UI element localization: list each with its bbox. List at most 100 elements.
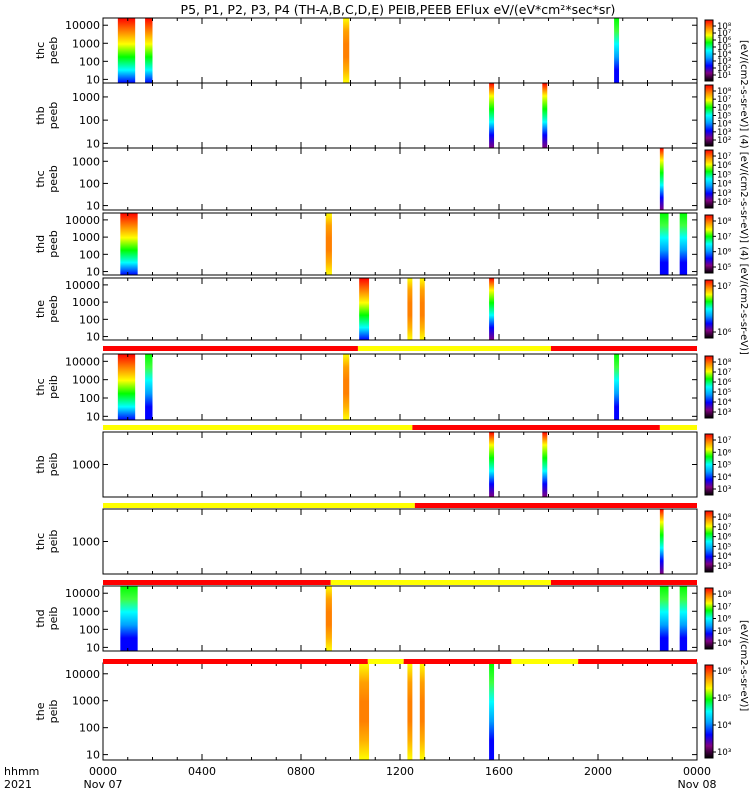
colorbar-tick-label: 10⁸	[717, 358, 732, 368]
time-tick-date: Nov 07	[84, 778, 123, 791]
y-tick-label: 100	[79, 722, 100, 735]
spectrogram-block	[679, 586, 688, 651]
status-segment-red	[550, 346, 697, 351]
colorbar-tick-label: 10⁵	[717, 263, 731, 273]
y-tick-label: 1000	[72, 91, 100, 104]
time-tick-label: 0000	[89, 765, 117, 778]
colorbar-tick-label: 10²	[717, 64, 731, 74]
colorbar-tick-label: 10⁶	[717, 615, 732, 625]
colorbar-tick-label: 10³	[717, 128, 731, 138]
spectrogram-block	[659, 586, 669, 651]
y-tick-label: 100	[79, 55, 100, 68]
panel-probe-label: thc	[34, 42, 47, 59]
status-segment-yellow	[659, 425, 697, 430]
colorbar-tick-label: 10⁴	[717, 473, 732, 483]
status-segment-yellow	[103, 503, 415, 508]
status-segment-yellow	[330, 580, 551, 585]
panel-probe-label: thc	[34, 170, 47, 187]
time-tick-label: 1600	[485, 765, 513, 778]
time-tick-label: 2000	[584, 765, 612, 778]
panel-frame	[102, 585, 698, 652]
colorbar-tick-label: 10⁵	[717, 112, 731, 122]
spectrogram-block	[489, 663, 495, 760]
spectrogram-block	[542, 432, 548, 497]
panel-frame	[102, 17, 698, 84]
colorbar-tick-label: 10⁷	[717, 602, 732, 612]
colorbar-tick-label: 10⁶	[717, 161, 732, 171]
panel-frame	[102, 431, 698, 498]
colorbar-tick-label: 10⁴	[717, 398, 732, 408]
panel-product-label: peeb	[47, 295, 60, 323]
colorbar-tick-label: 10¹	[717, 71, 731, 81]
colorbar-tick-label: 10⁸	[717, 513, 732, 523]
colorbar	[704, 214, 714, 274]
spectrogram-block	[120, 586, 138, 651]
panel-thb-peib: 1000 thb peib 10⁷ 10⁶ 10⁵ 10⁴ 10³	[34, 431, 732, 498]
panel-frame	[102, 353, 698, 421]
y-tick-label: 10000	[65, 587, 100, 600]
colorbar-tick-label: 10⁴	[717, 50, 732, 60]
colorbar-tick-label: 10⁷	[717, 282, 732, 292]
y-tick-label: 1000	[72, 374, 100, 387]
panel-frame	[102, 277, 698, 341]
colorbar-tick-label: 10⁶	[717, 667, 732, 677]
spectrogram-block	[407, 278, 413, 340]
spectrogram-block	[679, 213, 688, 275]
y-tick-label: 10000	[65, 214, 100, 227]
panel-probe-label: thb	[34, 106, 47, 124]
y-tick-label: 10000	[65, 355, 100, 368]
colorbar-tick-label: 10⁵	[717, 694, 731, 704]
colorbar-tick-label: 10⁷	[717, 232, 732, 242]
y-tick-label: 10	[86, 200, 100, 213]
y-tick-label: 100	[79, 623, 100, 636]
status-segment-red	[550, 580, 697, 585]
panel-product-label: peib	[47, 530, 60, 554]
colorbar-tick-label: 10⁷	[717, 523, 732, 533]
time-tick-label: 0800	[287, 765, 315, 778]
colorbar-tick-label: 10³	[717, 485, 731, 495]
panel-probe-label: thc	[34, 378, 47, 395]
spectrogram-block	[117, 18, 136, 83]
time-tick-label: 0400	[188, 765, 216, 778]
colorbar-tick-label: 10⁷	[717, 368, 732, 378]
spectrogram-block	[117, 354, 136, 420]
time-tick-label: 1200	[386, 765, 414, 778]
colorbar-units-label-upper: [eV/(cm2-s-sr-eV)] (4) [eV/(cm2-s-sr-eV)…	[738, 40, 749, 355]
colorbar-tick-label: 10⁶	[717, 103, 732, 113]
colorbar-units-label-lower: [eV/(cm2-s-sr-eV)]	[738, 620, 749, 711]
panel-product-label: peib	[47, 453, 60, 477]
colorbar-tick-label: 10³	[717, 562, 731, 572]
colorbar-tick-label: 10²	[717, 198, 731, 208]
colorbar-tick-label: 10⁶	[717, 36, 732, 46]
spectrogram-block	[407, 663, 413, 760]
status-segment-red	[412, 425, 660, 430]
colorbar	[704, 149, 714, 209]
status-segment-red	[403, 659, 512, 664]
colorbar-tick-label: 10²	[717, 136, 731, 146]
y-tick-label: 100	[79, 392, 100, 405]
y-tick-label: 100	[79, 177, 100, 190]
panel-frame	[102, 508, 698, 575]
panel-product-label: peib	[47, 607, 60, 631]
status-bars	[103, 346, 697, 664]
colorbar-tick-label: 10⁴	[717, 639, 732, 649]
spectrogram-block	[419, 278, 425, 340]
panel-product-label: peib	[47, 700, 60, 724]
colorbar-tick-label: 10⁸	[717, 87, 732, 97]
panel-probe-label: thd	[34, 235, 47, 253]
y-tick-label: 10	[86, 410, 100, 423]
spectrogram-block	[659, 509, 664, 574]
panel-probe-label: thb	[34, 455, 47, 473]
colorbar	[704, 355, 714, 419]
spectrogram-block	[359, 278, 370, 340]
spectrogram-block	[145, 18, 153, 83]
colorbar-tick-label: 10⁸	[717, 217, 732, 227]
colorbar-labels: [eV/(cm2-s-sr-eV)] (4) [eV/(cm2-s-sr-eV)…	[738, 40, 749, 711]
status-segment-red	[578, 659, 697, 664]
colorbar	[704, 587, 714, 650]
y-tick-label: 10	[86, 641, 100, 654]
y-tick-label: 100	[79, 114, 100, 127]
